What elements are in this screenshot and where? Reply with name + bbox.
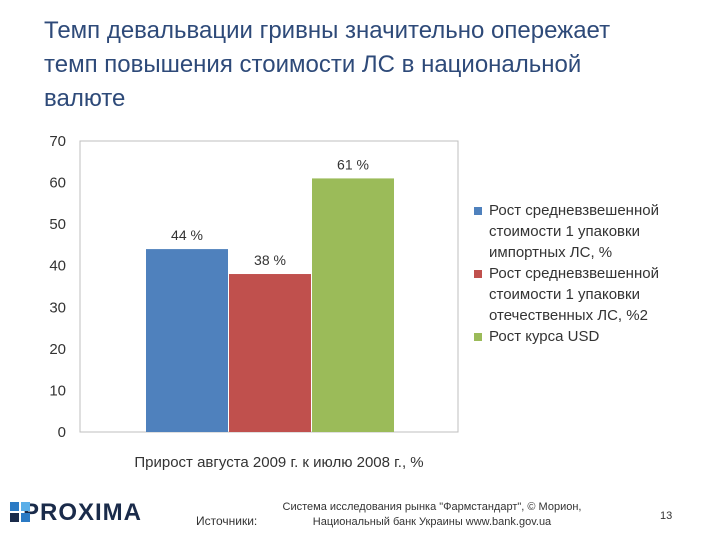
data-label-1: 44 % [171, 227, 203, 243]
legend-label-1-line-2: стоимости 1 упаковки [489, 223, 640, 240]
logo-mark-icon [10, 502, 30, 524]
legend-swatch-2 [474, 270, 482, 278]
y-tick-label: 50 [49, 216, 66, 233]
y-tick-label: 70 [49, 133, 66, 150]
legend-label-2-line-2: стоимости 1 упаковки [489, 286, 640, 303]
legend-label-2-line-3: отечественных ЛС, %2 [489, 307, 648, 324]
logo-text: PROXIMA [22, 499, 142, 526]
page-number: 13 [660, 510, 673, 522]
sources-line-1: Система исследования рынка "Фармстандарт… [282, 501, 582, 513]
y-tick-label: 20 [49, 341, 66, 358]
data-label-2: 38 % [254, 252, 286, 268]
y-tick-label: 10 [49, 382, 66, 399]
data-label-3: 61 % [337, 156, 369, 172]
bar-2 [229, 274, 311, 432]
legend-swatch-3 [474, 333, 482, 341]
slide-title: Темп девальвации гривны значительно опер… [44, 14, 694, 116]
y-tick-label: 40 [49, 258, 66, 275]
legend-label-2-line-1: Рост средневзвешенной [489, 265, 659, 282]
title-line-1: Темп девальвации гривны значительно опер… [44, 17, 611, 44]
proxima-logo: PROXIMA [10, 498, 142, 528]
legend-label-1-line-3: импортных ЛС, % [489, 244, 612, 261]
y-tick-label: 30 [49, 299, 66, 316]
y-tick-label: 0 [58, 424, 66, 441]
title-line-2: темп повышения стоимости ЛС в национальн… [44, 51, 582, 78]
x-axis-label: Прирост августа 2009 г. к июлю 2008 г., … [134, 454, 423, 471]
sources-label: Источники: [196, 514, 258, 528]
bar-3 [312, 178, 394, 432]
title-line-3: валюте [44, 85, 126, 112]
legend-label-1-line-1: Рост средневзвешенной [489, 202, 659, 219]
y-tick-label: 60 [49, 175, 66, 192]
legend-label-3-line-1: Рост курса USD [489, 328, 599, 345]
sources-line-2: Национальный банк Украины www.bank.gov.u… [312, 516, 552, 528]
legend-swatch-1 [474, 207, 482, 215]
sources-text: Система исследования рынка "Фармстандарт… [272, 500, 592, 530]
bar-1 [146, 249, 228, 432]
